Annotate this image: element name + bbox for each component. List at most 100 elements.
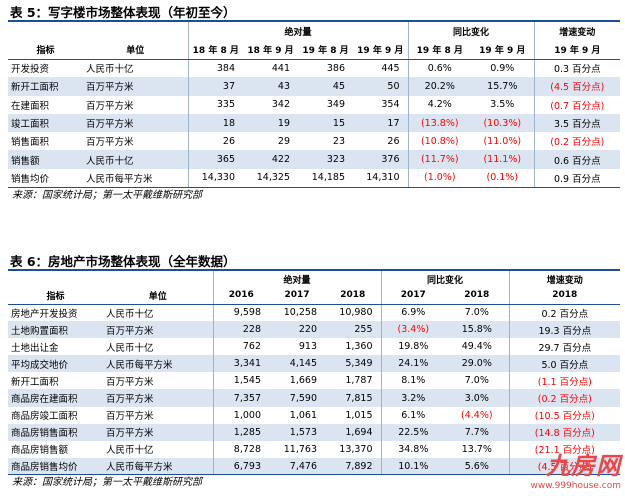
cell-change: (0.2 百分点) [533, 132, 621, 151]
cell-yoy: 19.8% [380, 338, 446, 356]
cell-yoy: (11.1%) [471, 150, 535, 169]
row-indicator: 商品房销售面积 [8, 423, 103, 441]
cell-absolute: 1,694 [325, 423, 382, 441]
row-unit: 百万平方米 [86, 100, 134, 112]
cell-yoy: 22.5% [380, 423, 446, 441]
table-row: 土地出让金 人民币十亿 762 913 1,360 19.8% 49.4% 29.7 百分点 [8, 338, 621, 356]
cell-absolute: 376 [353, 150, 409, 169]
cell-absolute: 220 [269, 321, 325, 339]
cell-yoy: 15.8% [445, 321, 510, 339]
cell-yoy: (11.0%) [483, 135, 522, 147]
table-row: 商品房销售均价 人民币每平方米 6,793 7,476 7,892 10.1% 5.6% (4… [8, 457, 621, 476]
row-unit: 百万平方米 [106, 411, 154, 423]
header-col-absolute: 19 年 9 月 [353, 40, 409, 60]
cell-yoy: (0.1%) [471, 168, 535, 188]
table-row: 商品房在建面积 百万平方米 7,357 7,590 7,815 3.2% 3.0% (0.2 … [8, 389, 621, 407]
cell-yoy: (11.7%) [407, 150, 472, 169]
cell-absolute: 7,357 [212, 389, 269, 407]
header-indicator: 指标 [8, 287, 103, 305]
cell-yoy: 0.9% [490, 62, 515, 74]
table-block-office: 表 5：写字楼市场整体表现（年初至今） 绝对量 同比变化 增速变动 指标 单位 18 年 … [8, 4, 621, 204]
table-title: 表 5：写字楼市场整体表现（年初至今） [8, 4, 620, 22]
table-row: 销售面积 百万平方米 26 29 23 26 (10.8%) (11.0%) (0.2 百分点) [8, 132, 621, 151]
cell-absolute: 19 [243, 113, 298, 133]
cell-change: (0.7 百分点) [533, 95, 621, 114]
cell-yoy: (4.4%) [461, 409, 493, 421]
cell-yoy: 7.0% [464, 307, 489, 319]
cell-yoy: 3.5% [490, 99, 515, 111]
cell-yoy: (13.8%) [407, 113, 472, 133]
cell-yoy: 34.8% [380, 440, 446, 458]
row-indicator: 商品房在建面积 [8, 389, 103, 407]
cell-absolute: 7,892 [325, 457, 382, 476]
row-indicator: 开发投资 [11, 64, 50, 76]
cell-change: 0.2 百分点 [508, 304, 621, 322]
cell-absolute: 1,360 [345, 341, 373, 353]
header-blank [8, 22, 83, 40]
table-row: 新开工面积 百万平方米 1,545 1,669 1,787 8.1% 7.0% (1.1 百分… [8, 372, 621, 390]
cell-absolute: 43 [243, 77, 298, 96]
row-indicator: 新开工面积 [8, 77, 83, 96]
table-row: 平均成交地价 人民币每平方米 3,341 4,145 5,349 24.1% 29.0% 5.… [8, 355, 621, 373]
cell-absolute: 14,185 [298, 168, 353, 188]
cell-absolute: 1,787 [345, 375, 373, 387]
cell-yoy: 3.2% [380, 389, 446, 407]
header-col-absolute: 2018 [325, 287, 382, 305]
row-indicator: 竣工面积 [8, 113, 83, 133]
header-col-yoy: 19 年 9 月 [471, 40, 535, 60]
cell-absolute: 26 [187, 132, 243, 151]
header-blank [83, 22, 188, 40]
header-unit: 单位 [103, 287, 213, 305]
row-indicator: 房地产开发投资 [11, 308, 78, 320]
table-row: 新开工面积 百万平方米 37 43 45 50 20.2% 15.7% (4.5 百分点) [8, 77, 621, 96]
cell-absolute: 323 [298, 150, 353, 169]
cell-absolute: 29 [277, 135, 290, 147]
header-group-row: 绝对量 同比变化 增速变动 [8, 271, 621, 287]
watermark-logo: 九房网 www.999house.com [506, 452, 621, 494]
header-group-yoy: 同比变化 [380, 271, 510, 287]
row-indicator: 商品房销售均价 [8, 457, 103, 476]
cell-yoy: 4.2% [407, 95, 472, 114]
row-indicator: 销售面积 [11, 137, 50, 149]
table-block-realestate: 表 6：房地产市场整体表现（全年数据） 绝对量 同比变化 增速变动 指标 单位 2016 2… [8, 253, 621, 491]
cell-absolute: 441 [271, 62, 290, 74]
table-row: 竣工面积 百万平方米 18 19 15 17 (13.8%) (10.3%) 3.5 百分点 [8, 113, 621, 133]
cell-change: 5.0 百分点 [508, 355, 621, 373]
cell-absolute: 365 [187, 150, 243, 169]
row-unit: 人民币十亿 [106, 342, 154, 354]
watermark-url: www.999house.com [530, 481, 621, 491]
table-row: 在建面积 百万平方米 335 342 349 354 4.2% 3.5% (0.7 百分点) [8, 95, 621, 114]
cell-absolute: 26 [387, 135, 400, 147]
cell-absolute: 14,325 [243, 168, 298, 188]
row-indicator: 平均成交地价 [8, 355, 103, 373]
cell-absolute: 14,310 [353, 168, 409, 188]
cell-absolute: 445 [381, 62, 400, 74]
cell-yoy: 10.1% [380, 457, 446, 476]
table-row: 房地产开发投资 人民币十亿 9,598 10,258 10,980 6.9% 7.0% 0.2… [8, 304, 621, 322]
row-unit: 百万平方米 [83, 113, 188, 133]
row-unit: 百万平方米 [106, 376, 154, 388]
row-unit: 人民币每平方米 [83, 168, 188, 188]
cell-change: 0.3 百分点 [533, 59, 621, 78]
cell-yoy: (1.0%) [407, 168, 472, 188]
cell-yoy: 6.1% [380, 406, 446, 424]
cell-change: 0.6 百分点 [533, 150, 621, 169]
cell-absolute: 342 [271, 99, 290, 111]
row-indicator: 商品房竣工面积 [11, 411, 78, 423]
row-unit: 人民币十亿 [83, 150, 188, 169]
header-blank [103, 271, 213, 287]
cell-yoy: 49.4% [461, 341, 492, 353]
cell-absolute: 3,341 [212, 355, 269, 373]
cell-change: (14.8 百分点) [508, 423, 621, 441]
row-unit: 人民币十亿 [106, 308, 154, 320]
cell-change: (4.5 百分点) [533, 77, 621, 96]
header-col-absolute: 18 年 9 月 [243, 40, 298, 60]
cell-absolute: 1,573 [269, 423, 325, 441]
cell-absolute: 23 [332, 135, 345, 147]
header-group-change: 增速变动 [533, 22, 621, 40]
header-group-row: 绝对量 同比变化 增速变动 [8, 22, 621, 40]
cell-absolute: 354 [381, 99, 400, 111]
header-col-yoy: 19 年 8 月 [407, 40, 472, 60]
cell-absolute: 10,980 [339, 307, 373, 319]
